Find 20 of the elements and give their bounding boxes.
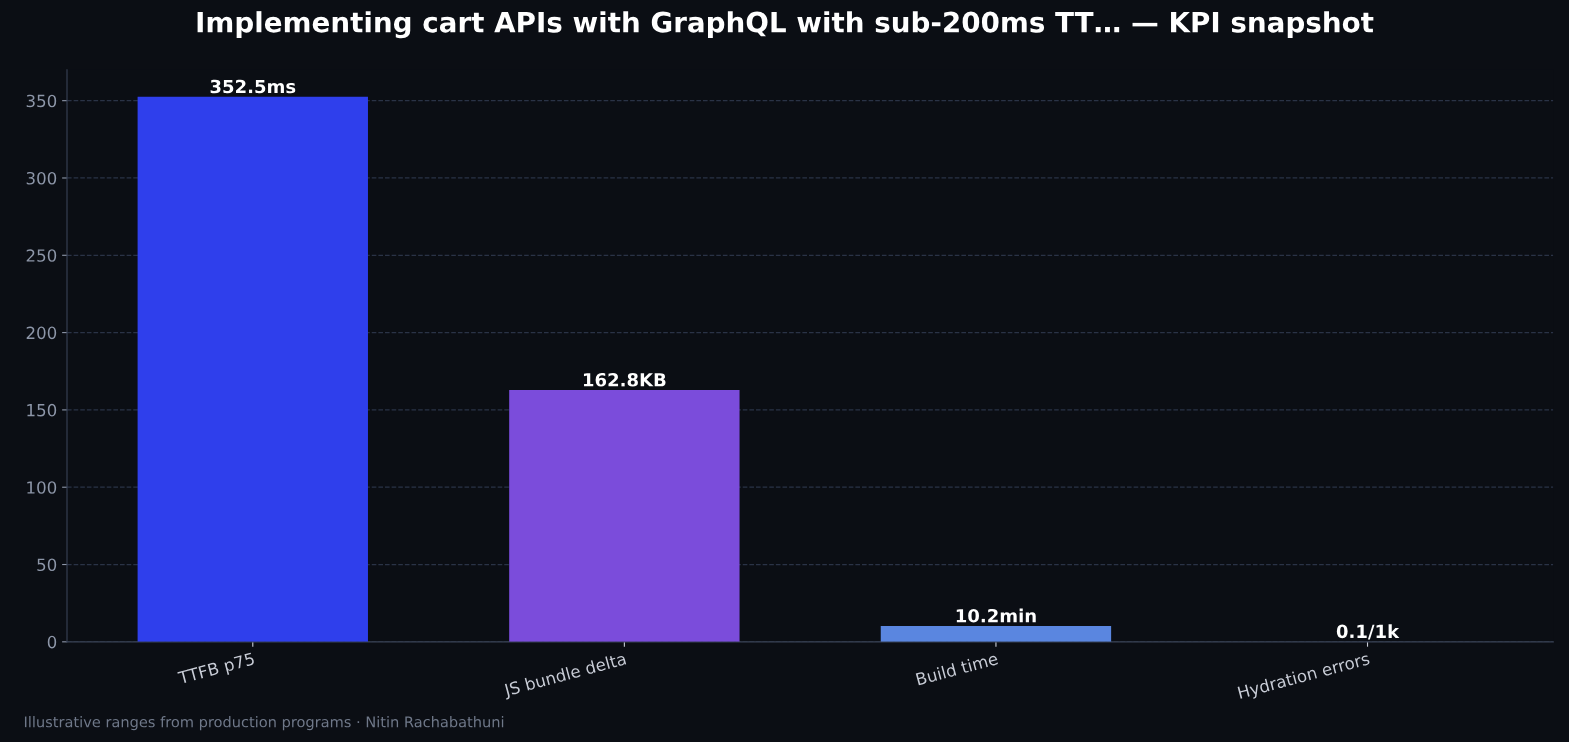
data-label: 0.1/1k — [1336, 624, 1400, 640]
bar — [880, 626, 1112, 642]
text: Illustrative ranges from production programs · Nitin Rachabathuni — [24, 716, 504, 731]
y-tick-label: 350 — [26, 94, 57, 108]
x-tick-label: JS bundle delta — [502, 651, 628, 700]
y-tick-label: 0 — [47, 635, 57, 649]
y-tick-label: 250 — [26, 249, 57, 262]
y-tick-label: 200 — [26, 326, 57, 340]
y-tick-label: 100 — [27, 481, 57, 494]
y-tick-label: 300 — [26, 171, 57, 185]
bar — [137, 96, 368, 642]
y-tick-label: 150 — [27, 403, 57, 417]
data-label: 352.5ms — [210, 79, 296, 94]
y-tick-label: 50 — [37, 558, 57, 572]
data-label: 162.8KB — [583, 372, 666, 387]
chart-title: Implementing cart APIs with GraphQL with sub-200ms TT… — KPI snapshot — [197, 11, 1374, 39]
x-tick-label: TTFB p75 — [177, 652, 256, 688]
data-label: 10.2min — [956, 608, 1036, 623]
bar — [509, 390, 740, 642]
x-tick-label: Build time — [915, 651, 999, 686]
